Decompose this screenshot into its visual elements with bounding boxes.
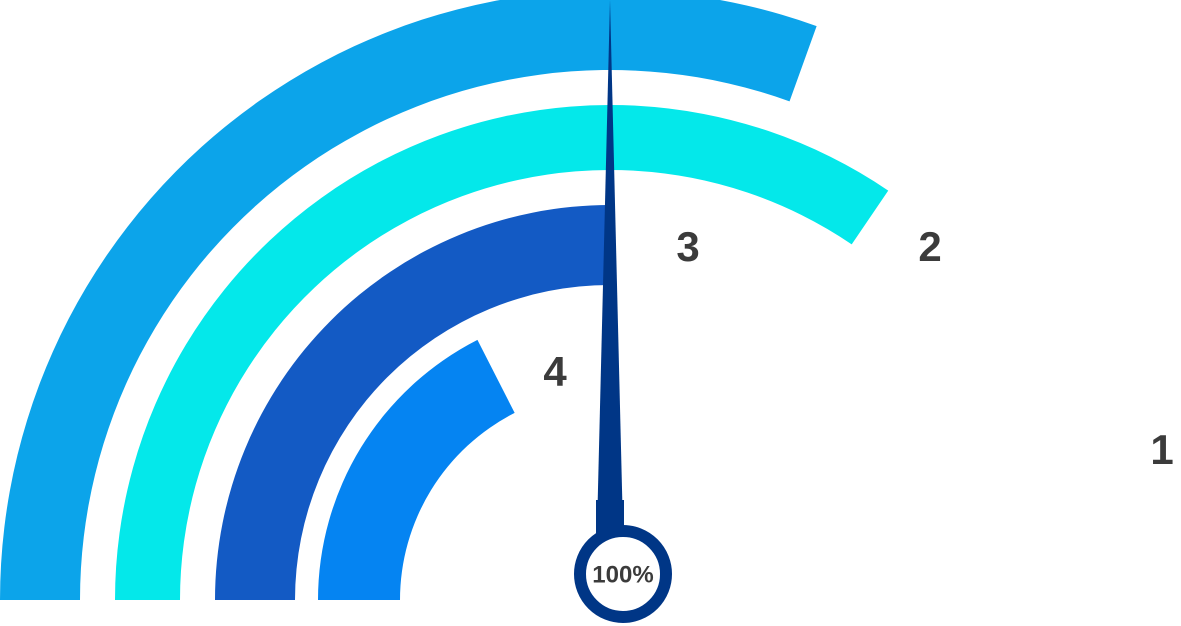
- gauge-arc-label-3: 3: [676, 223, 699, 270]
- gauge-arc-4: [318, 339, 515, 600]
- gauge-arcs: [0, 0, 889, 600]
- gauge-center-value: 100%: [592, 561, 653, 588]
- gauge-hub: [574, 525, 672, 623]
- gauge-arc-1: [0, 0, 817, 600]
- gauge-labels: 1 2 3 4: [543, 223, 1173, 473]
- gauge-arc-3: [215, 205, 610, 600]
- gauge-arc-label-2: 2: [918, 223, 941, 270]
- gauge-arc-label-1: 1: [1150, 426, 1173, 473]
- gauge-arc-label-4: 4: [543, 348, 567, 395]
- gauge-needle-group: 100%: [574, 0, 672, 623]
- gauge-arc-2: [115, 105, 889, 600]
- gauge-needle: [596, 0, 624, 570]
